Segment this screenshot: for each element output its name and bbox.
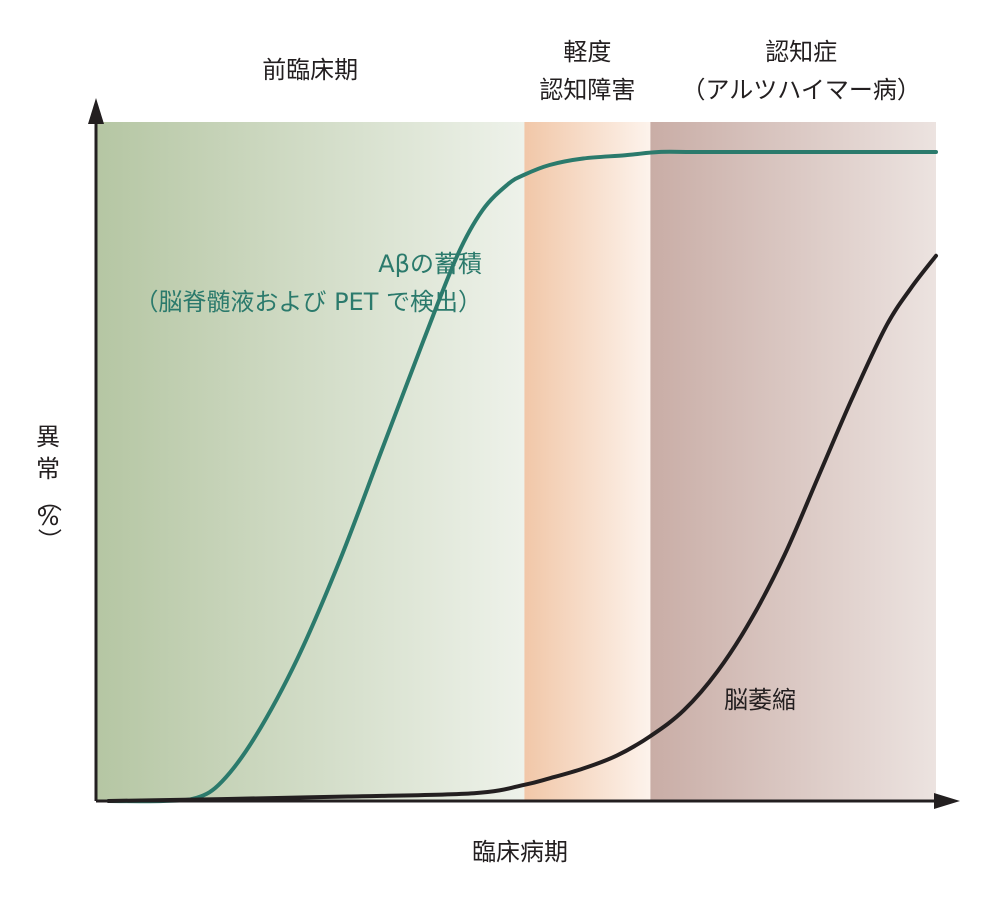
stage-label-2-line-1: （アルツハイマー病）	[682, 76, 921, 104]
stage-band-2	[650, 122, 936, 801]
x-axis-title: 臨床病期	[472, 838, 568, 866]
series-labels: Aβの蓄積 （脳脊髄液および PET で検出） 脳萎縮	[134, 250, 796, 714]
stage-bands	[96, 122, 936, 801]
stage-band-0	[96, 122, 525, 801]
y-axis-title-char-0: 異	[36, 423, 60, 451]
stage-label-2-line-0: 認知症	[765, 38, 837, 66]
series-label-1-line-0: 脳萎縮	[724, 686, 796, 714]
y-axis-title-char-2: （	[35, 488, 63, 512]
stage-band-1	[524, 122, 651, 801]
series-line-1	[106, 253, 938, 803]
y-axis-title-char-1: 常	[36, 455, 60, 483]
series-label-0-line-0: Aβの蓄積	[378, 250, 482, 278]
series-line-0	[106, 149, 938, 804]
stage-label-0-line-0: 前臨床期	[262, 56, 358, 84]
series-label-0-line-1: （脳脊髄液および PET で検出）	[134, 288, 482, 316]
y-axis-title-char-4: ）	[35, 528, 63, 552]
axes	[88, 98, 960, 809]
y-axis-title-char-3: %	[37, 503, 60, 531]
y-axis-arrow	[88, 98, 104, 124]
y-axis-title: 異常 （%）	[35, 423, 63, 552]
x-axis-arrow	[934, 793, 960, 809]
stage-label-1-line-0: 軽度	[563, 38, 611, 66]
stage-label-1-line-1: 認知障害	[539, 76, 635, 104]
series-lines	[106, 149, 938, 804]
